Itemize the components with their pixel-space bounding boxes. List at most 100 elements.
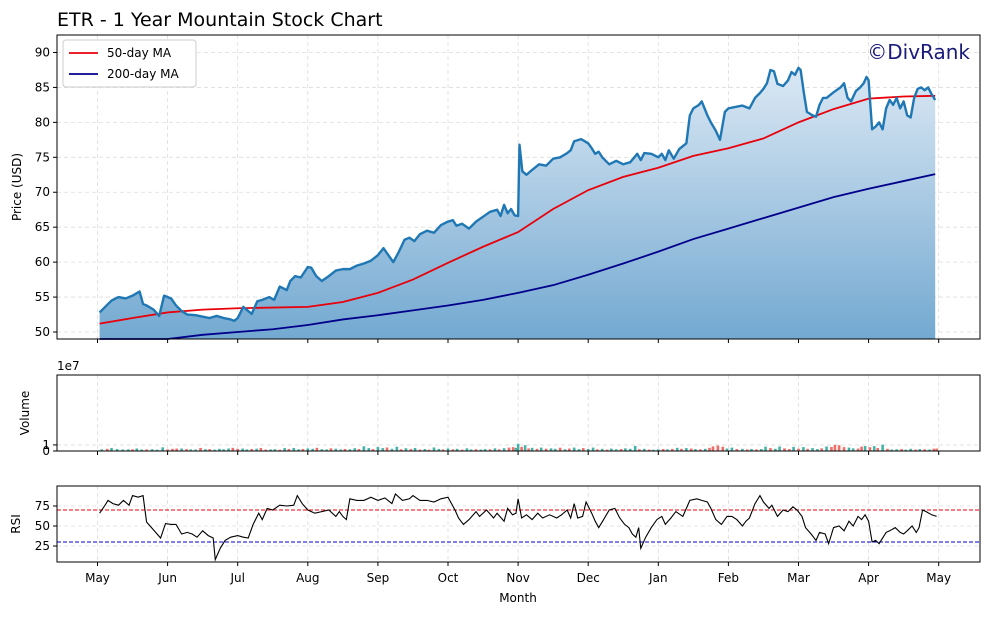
y-tick-label: 60 (35, 255, 50, 269)
rsi-x-ticks: May Jun Jul Aug Sep Oct Nov Dec Jan Feb Mar Apr May (85, 562, 951, 585)
volume-bar (523, 445, 527, 451)
volume-bar (647, 449, 651, 451)
volume-bar (106, 448, 109, 451)
volume-bar (642, 448, 646, 451)
volume-bar (455, 448, 459, 451)
volume-bar (825, 446, 828, 451)
volume-bar (404, 448, 408, 451)
volume-bar (577, 449, 581, 451)
volume-bar (446, 448, 450, 451)
volume-bar (255, 448, 258, 451)
volume-bar (764, 446, 767, 451)
volume-bar (792, 446, 795, 451)
volume-bar (932, 448, 936, 451)
volume-bar (306, 448, 310, 451)
ma200-line (99, 173, 936, 340)
volume-bar (493, 448, 497, 451)
volume-bar (535, 448, 539, 451)
price-line (98, 66, 937, 323)
volume-bar (479, 449, 483, 451)
volume-bar (614, 449, 618, 451)
volume-bar (145, 449, 148, 451)
price-y-axis-label: Price (USD) (10, 153, 24, 221)
rsi-gridlines (57, 486, 980, 562)
volume-bar (833, 444, 837, 451)
x-tick-label: Jun (157, 571, 177, 585)
volume-bar (390, 448, 394, 451)
volume-bar (666, 449, 669, 451)
volume-bar (427, 449, 431, 451)
volume-bar (671, 448, 674, 451)
volume-panel: 01 1e7 Volume (18, 359, 981, 458)
volume-y-axis-label: Volume (18, 391, 32, 436)
volume-bar (661, 449, 665, 451)
volume-bar (918, 449, 922, 451)
volume-bar (175, 448, 179, 451)
volume-bar (703, 448, 707, 451)
volume-bar (553, 448, 557, 451)
volume-bar (847, 447, 851, 451)
volume-bar (935, 448, 938, 451)
volume-bar (904, 449, 908, 451)
volume-bar (514, 447, 518, 451)
volume-bar (881, 444, 884, 451)
volume-bars (100, 443, 938, 451)
volume-bar (357, 449, 361, 451)
volume-bar (131, 449, 134, 451)
x-tick-label: Apr (858, 571, 879, 585)
legend-label-ma50: 50-day MA (107, 46, 172, 60)
volume-bar (171, 448, 174, 451)
volume-bar (591, 447, 595, 451)
volume-bar (315, 447, 319, 451)
volume-bar (563, 449, 567, 451)
volume-bar (135, 448, 139, 451)
volume-bar (760, 449, 763, 451)
volume-bar (465, 448, 469, 451)
volume-bar (189, 449, 193, 451)
volume-bar (483, 449, 487, 451)
volume-bar (115, 449, 119, 451)
volume-bar (343, 448, 347, 451)
volume-bar (451, 449, 455, 451)
price-plot-frame (56, 34, 981, 340)
volume-bar (830, 446, 833, 451)
y-tick-label: 1 (42, 438, 50, 452)
volume-bar (605, 449, 609, 451)
volume-bar (730, 447, 734, 451)
volume-bar (520, 446, 523, 451)
volume-bar (680, 448, 683, 451)
volume-bar (657, 449, 660, 451)
volume-bar (348, 449, 352, 451)
volume-bar (774, 448, 777, 451)
volume-bar (567, 448, 571, 451)
rsi-y-axis-label: RSI (9, 514, 23, 534)
legend: 50-day MA 200-day MA (62, 39, 197, 88)
y-tick-label: 75 (35, 150, 50, 164)
volume-bar (624, 448, 627, 451)
volume-bar (741, 448, 744, 451)
volume-bar (488, 449, 492, 451)
volume-bar (127, 449, 130, 451)
x-tick-label: Jul (229, 571, 244, 585)
volume-bar (362, 446, 366, 451)
x-tick-label: Nov (506, 571, 529, 585)
y-tick-label: 70 (35, 185, 50, 199)
watermark: ©DivRank (867, 40, 970, 64)
volume-bar (711, 446, 715, 451)
volume-bar (511, 447, 515, 451)
volume-bar (856, 448, 860, 451)
volume-bar (708, 447, 711, 451)
volume-bar (381, 448, 385, 451)
volume-bar (769, 448, 772, 451)
volume-bar (241, 448, 244, 451)
volume-bar (638, 449, 641, 451)
volume-bar (586, 449, 590, 451)
y-tick-label: 25 (35, 539, 50, 553)
volume-bar (558, 447, 562, 451)
volume-bar (802, 447, 805, 451)
volume-bar (539, 447, 543, 451)
volume-bar (507, 447, 511, 451)
volume-bar (208, 449, 211, 451)
x-tick-label: Jan (648, 571, 668, 585)
